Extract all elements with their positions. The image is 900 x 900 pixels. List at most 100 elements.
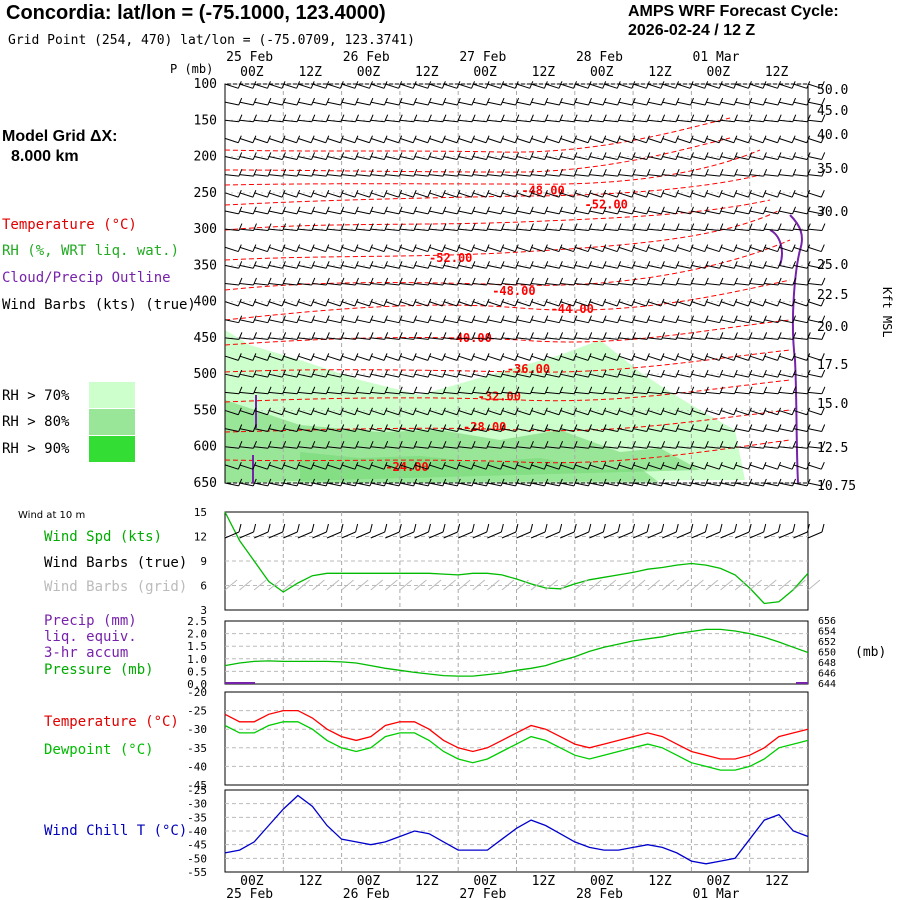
wind-barb-feather bbox=[310, 407, 315, 415]
wind-barb bbox=[385, 337, 400, 340]
wind-barb-feather bbox=[486, 277, 491, 286]
wind-barb bbox=[530, 428, 545, 432]
wind-barb-feather bbox=[821, 206, 826, 215]
wind-barb-feather bbox=[340, 332, 345, 340]
wind-barb-10m-feather bbox=[398, 523, 402, 533]
wind-barb-feather bbox=[689, 189, 694, 198]
wind-barb-feather bbox=[296, 369, 301, 378]
wind-barb-feather bbox=[747, 81, 752, 89]
wind-barb bbox=[516, 464, 530, 470]
wind-barb bbox=[385, 210, 400, 215]
pressure-tick: 654 bbox=[818, 627, 836, 638]
wind-barb-feather bbox=[253, 332, 257, 340]
wind-barb bbox=[589, 137, 603, 144]
wind-barb-10m-feather bbox=[588, 523, 592, 533]
wind-barb-feather bbox=[602, 461, 607, 470]
wind-barb bbox=[341, 119, 356, 123]
bottom-hour-label: 00Z bbox=[240, 874, 264, 889]
wind-barb-feather bbox=[515, 315, 520, 323]
wind-barb bbox=[399, 228, 414, 232]
wind-barb-feather bbox=[238, 223, 243, 231]
wind-barbs-grid bbox=[224, 579, 821, 591]
wind-barb bbox=[647, 355, 662, 361]
wind-barb-feather bbox=[267, 168, 272, 177]
wind-barb bbox=[574, 174, 589, 177]
wind-barb-feather bbox=[544, 223, 549, 231]
wind-barb bbox=[254, 337, 269, 340]
wind-barb bbox=[589, 174, 604, 177]
wind-barb-feather bbox=[238, 206, 243, 215]
wind-barb bbox=[501, 101, 516, 106]
wind-barb bbox=[662, 174, 677, 177]
wind-barb bbox=[268, 174, 283, 177]
wind-barb bbox=[501, 156, 516, 160]
wind-barb bbox=[326, 446, 342, 449]
wind-barb-feather bbox=[529, 189, 534, 198]
wind-barb bbox=[764, 264, 779, 269]
wind-barb-feather bbox=[500, 332, 505, 340]
wind-barb bbox=[356, 337, 371, 340]
wind-barb-feather bbox=[733, 135, 738, 143]
wind-barb bbox=[472, 119, 487, 123]
wind-barb-feather bbox=[747, 189, 752, 198]
wind-barb-feather bbox=[383, 298, 388, 307]
wind-barb bbox=[224, 319, 239, 324]
wind-barb bbox=[662, 101, 677, 106]
wind-barb-feather bbox=[675, 298, 680, 307]
wind-barb bbox=[647, 319, 662, 324]
wind-barb bbox=[472, 464, 487, 470]
wind-barb bbox=[516, 156, 531, 160]
wind-barb bbox=[312, 355, 326, 361]
wind-barb bbox=[574, 228, 589, 232]
wind-barb bbox=[253, 192, 268, 198]
wind-barb-feather bbox=[339, 461, 344, 470]
wind-barb-feather bbox=[588, 424, 592, 432]
wind-barb bbox=[414, 409, 428, 416]
wind-barb bbox=[778, 119, 793, 123]
wind-barb-feather bbox=[821, 152, 826, 160]
wind-barb-feather bbox=[704, 244, 709, 252]
wind-barb bbox=[734, 192, 749, 198]
pressure-tick: 150 bbox=[194, 113, 217, 128]
wind-barb-feather bbox=[325, 97, 330, 106]
wind-barb bbox=[501, 337, 516, 340]
wind-barb-feather bbox=[355, 114, 359, 122]
wind-barbs-upper bbox=[224, 81, 826, 487]
wind-barb-feather bbox=[631, 440, 636, 449]
wind-barb-feather bbox=[558, 97, 563, 106]
wind-barb-10m bbox=[414, 531, 429, 539]
wind-barb-feather bbox=[543, 135, 548, 143]
wind-barb-feather bbox=[354, 478, 359, 487]
wind-barb-feather bbox=[660, 407, 665, 415]
wind-barb bbox=[720, 428, 735, 432]
wind-barb-grid bbox=[676, 579, 690, 591]
wind-barb bbox=[370, 446, 385, 449]
wind-barb bbox=[618, 119, 633, 123]
wind-barb-10m-feather bbox=[238, 523, 242, 533]
wind-barb bbox=[268, 301, 283, 307]
wind-barb bbox=[428, 283, 444, 286]
wind-barb-10m bbox=[764, 531, 779, 539]
wind-barb-feather bbox=[806, 168, 811, 177]
wind-barb bbox=[807, 283, 822, 286]
wind-barb-10m bbox=[399, 531, 415, 539]
wind-barb bbox=[487, 264, 502, 269]
wind-barb bbox=[283, 446, 298, 449]
wind-barb-feather bbox=[471, 332, 476, 340]
wind-barb bbox=[283, 337, 298, 340]
wind-barb-10m-feather bbox=[632, 523, 636, 533]
wind-barb-10m-feather bbox=[530, 523, 533, 533]
wind-barb bbox=[341, 373, 356, 378]
wind-barb bbox=[764, 119, 779, 123]
wind-barb bbox=[691, 156, 706, 160]
wind-barb bbox=[501, 355, 516, 361]
wind-barb-feather bbox=[252, 97, 257, 106]
wind-barb-feather bbox=[486, 386, 491, 394]
wind-barb bbox=[662, 83, 676, 89]
wind-barb bbox=[691, 210, 706, 215]
wind-barb bbox=[458, 355, 472, 361]
wind-barb-feather bbox=[456, 81, 461, 89]
wind-barb bbox=[516, 482, 531, 487]
wind-barb bbox=[778, 246, 793, 253]
wind-barb bbox=[297, 210, 312, 215]
